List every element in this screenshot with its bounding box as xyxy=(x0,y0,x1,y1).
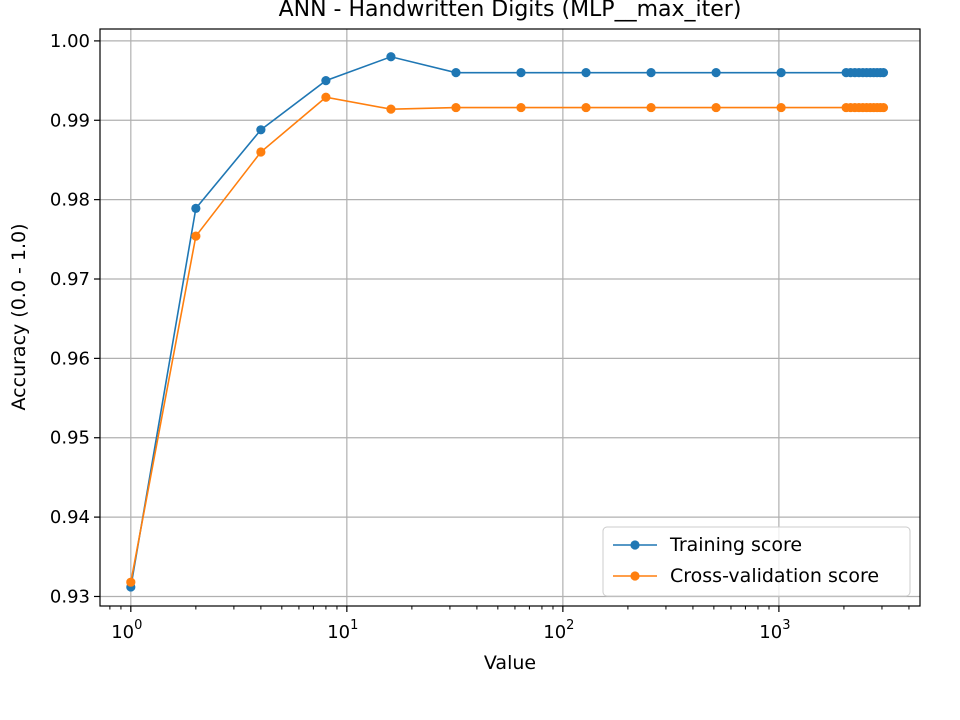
series-layer xyxy=(126,52,889,592)
legend-label-cross-validation: Cross-validation score xyxy=(670,565,879,587)
data-point-series-0 xyxy=(451,68,461,78)
data-point-series-1 xyxy=(126,577,136,587)
y-tick-label: 0.99 xyxy=(50,110,90,131)
x-axis-label: Value xyxy=(484,652,536,674)
legend-box xyxy=(602,526,911,597)
data-point-series-0 xyxy=(878,68,889,78)
data-point-series-0 xyxy=(256,125,266,135)
data-point-series-1 xyxy=(386,104,396,114)
legend: Training score Cross-validation score xyxy=(602,526,911,597)
x-minor-ticks xyxy=(109,606,910,610)
chart-title: ANN - Handwritten Digits (MLP__max_iter) xyxy=(279,0,742,22)
data-point-series-1 xyxy=(711,102,721,113)
y-tick-label: 0.97 xyxy=(50,269,90,290)
data-point-series-0 xyxy=(321,75,331,86)
grid xyxy=(100,29,920,606)
y-tick-label: 0.95 xyxy=(50,428,90,449)
data-point-series-1 xyxy=(878,102,889,113)
data-point-series-0 xyxy=(711,68,721,78)
y-tick-label: 0.93 xyxy=(50,586,90,607)
y-tick-label: 0.96 xyxy=(50,348,90,369)
legend-marker-cross-validation xyxy=(630,571,640,581)
data-point-series-0 xyxy=(386,52,396,62)
data-point-series-1 xyxy=(581,102,591,113)
data-point-series-0 xyxy=(581,68,591,78)
data-point-series-0 xyxy=(646,68,656,78)
y-axis: 0.93 0.94 0.95 0.96 0.97 0.98 0.99 1.00 xyxy=(50,31,100,607)
y-tick-label: 0.98 xyxy=(50,190,90,211)
data-point-series-1 xyxy=(776,102,786,113)
y-tick-label: 1.00 xyxy=(50,31,90,52)
data-point-series-0 xyxy=(516,68,526,78)
y-axis-label: Accuracy (0.0 - 1.0) xyxy=(8,224,30,411)
legend-label-training: Training score xyxy=(669,534,802,556)
legend-marker-training xyxy=(630,540,640,550)
data-point-series-1 xyxy=(646,102,656,113)
data-point-series-1 xyxy=(256,147,266,157)
plot-frame xyxy=(99,28,921,607)
data-point-series-1 xyxy=(191,231,201,241)
y-tick-label: 0.94 xyxy=(50,507,90,528)
data-point-series-0 xyxy=(191,203,201,213)
data-point-series-1 xyxy=(516,102,526,113)
data-point-series-1 xyxy=(321,92,331,102)
data-point-series-1 xyxy=(451,102,461,113)
data-point-series-0 xyxy=(776,68,786,78)
